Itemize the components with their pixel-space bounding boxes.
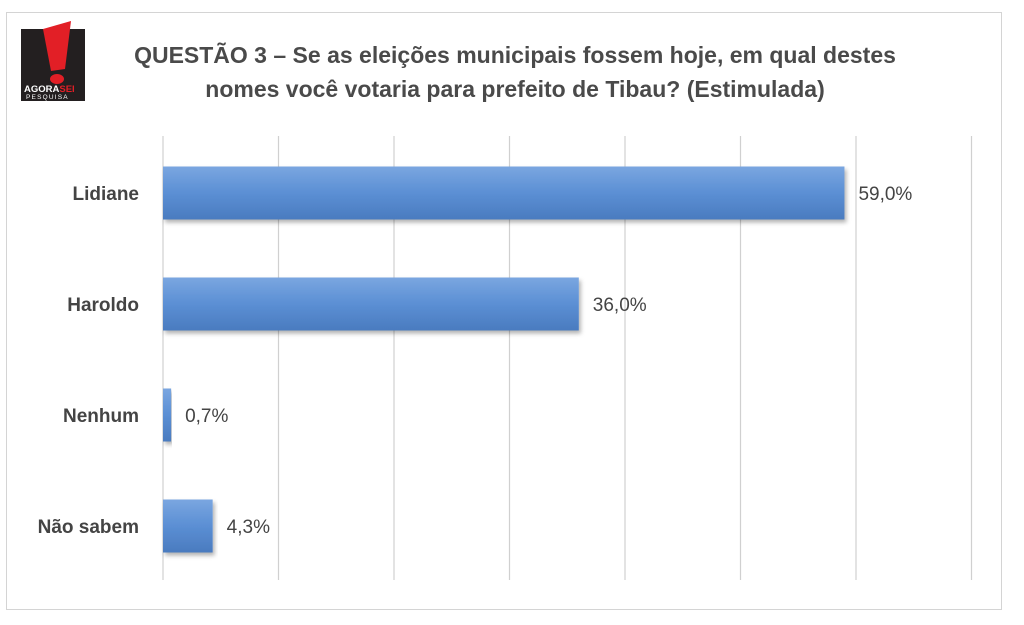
- category-labels: Lidiane Haroldo Nenhum Não sabem: [38, 184, 139, 538]
- value-labels: 59,0% 36,0% 0,7% 4,3%: [185, 184, 912, 538]
- value-label-1: 36,0%: [593, 295, 647, 316]
- bar-3: [163, 499, 213, 553]
- value-label-0: 59,0%: [858, 184, 912, 205]
- bar-0: [163, 166, 845, 220]
- logo-brand-accent: SEI: [59, 84, 74, 95]
- bars: [163, 166, 845, 553]
- category-label-1: Haroldo: [67, 295, 139, 316]
- category-label-2: Nenhum: [63, 406, 139, 427]
- value-label-2: 0,7%: [185, 406, 228, 427]
- category-label-0: Lidiane: [72, 184, 139, 205]
- agorasei-logo: AGORASEI PESQUISA: [21, 21, 85, 101]
- bar-1: [163, 277, 579, 331]
- exclamation-icon: [43, 21, 71, 84]
- value-label-3: 4,3%: [227, 517, 270, 538]
- svg-text:AGORASEI: AGORASEI: [24, 84, 75, 95]
- logo-brand-bottom: PESQUISA: [26, 94, 69, 101]
- category-label-3: Não sabem: [38, 517, 139, 538]
- logo-brand-top: AGORA: [24, 84, 60, 95]
- chart-title-line-2: nomes você votaria para prefeito de Tiba…: [205, 76, 825, 102]
- chart-title: QUESTÃO 3 – Se as eleições municipais fo…: [100, 38, 930, 106]
- bar-2: [163, 388, 172, 442]
- chart-title-line-1: QUESTÃO 3 – Se as eleições municipais fo…: [134, 42, 896, 68]
